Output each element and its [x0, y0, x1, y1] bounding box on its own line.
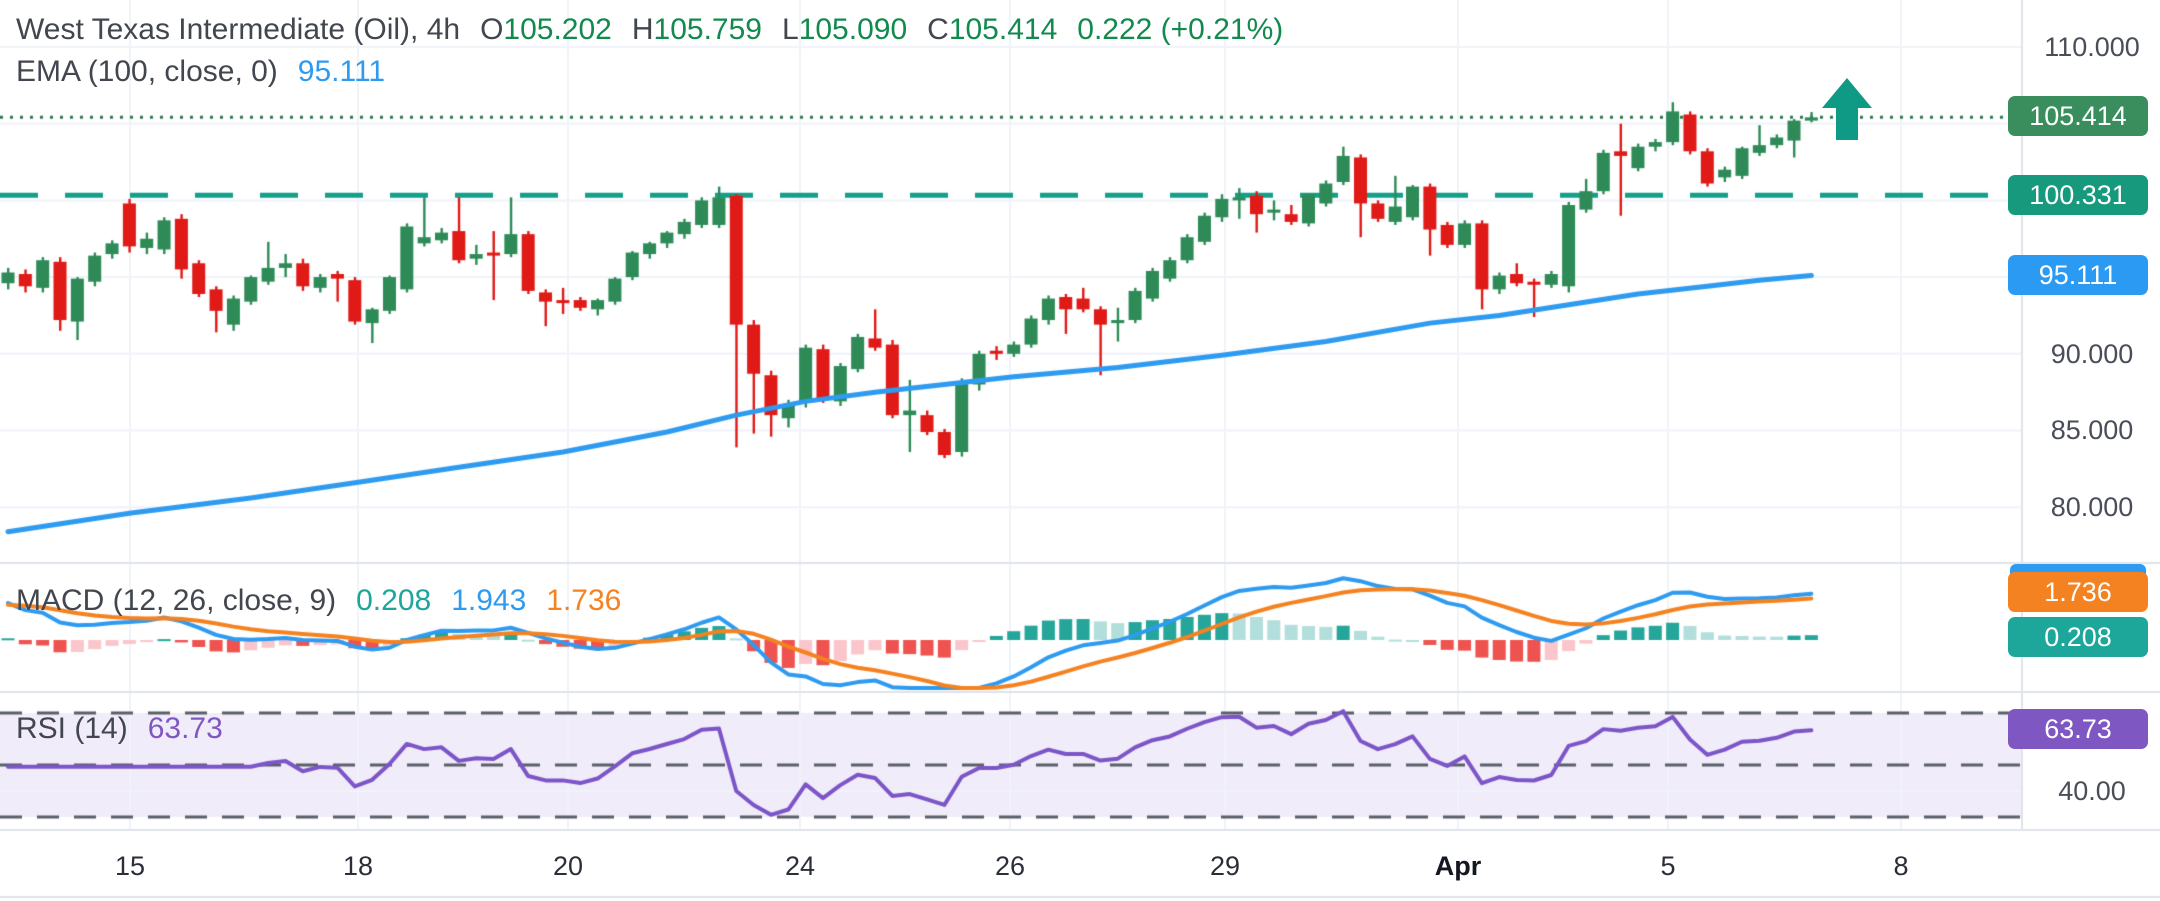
time-label: 29 — [1209, 851, 1241, 881]
price-axis-label: 90.000 — [2050, 339, 2134, 369]
time-label: 5 — [1660, 851, 1676, 881]
ema-value: 95.111 — [297, 55, 386, 88]
ohlc-close: C105.414 — [927, 13, 1058, 46]
price-axis-label: 110.000 — [2044, 32, 2140, 62]
macd-hist-value: 0.208 — [356, 584, 432, 617]
ema-value-badge: 95.111 — [2008, 255, 2148, 295]
rsi-legend-row[interactable]: RSI (14) 63.73 — [16, 712, 223, 746]
time-label: 8 — [1893, 851, 1909, 881]
ema-label: EMA (100, close, 0) — [16, 55, 278, 88]
rsi-value: 63.73 — [147, 712, 223, 745]
up-arrow-icon — [1822, 78, 1872, 140]
price-change: 0.222 (+0.21%) — [1077, 13, 1284, 46]
rsi-label: RSI (14) — [16, 712, 128, 745]
time-label: 26 — [994, 851, 1026, 881]
ohlc-open: O105.202 — [480, 13, 612, 46]
rsi-value-badge: 63.73 — [2008, 709, 2148, 749]
level-line-badge: 100.331 — [2008, 175, 2148, 215]
macd-line-value: 1.943 — [451, 584, 527, 617]
price-axis-label: 85.000 — [2050, 415, 2134, 445]
rsi-axis-label: 40.00 — [2058, 776, 2126, 806]
price-axis-label: 80.000 — [2050, 492, 2134, 522]
time-label: 24 — [784, 851, 816, 881]
time-label: 18 — [342, 851, 374, 881]
macd-label: MACD (12, 26, close, 9) — [16, 584, 337, 617]
time-label: 20 — [552, 851, 584, 881]
macd-signal-value: 1.736 — [546, 584, 622, 617]
time-label-month: Apr — [1434, 851, 1482, 881]
ema-legend-row[interactable]: EMA (100, close, 0) 95.111 — [16, 55, 385, 89]
ohlc-high: H105.759 — [631, 13, 762, 46]
symbol-legend-row[interactable]: West Texas Intermediate (Oil), 4h O105.2… — [16, 13, 1283, 47]
macd-legend-row[interactable]: MACD (12, 26, close, 9) 0.208 1.943 1.73… — [16, 584, 621, 618]
symbol-title: West Texas Intermediate (Oil), 4h — [16, 13, 461, 46]
ohlc-low: L105.090 — [782, 13, 908, 46]
macd-signal-badge: 1.736 — [2008, 572, 2148, 612]
time-label: 15 — [114, 851, 146, 881]
up-arrow-marker[interactable] — [1822, 78, 1872, 145]
last-price-badge: 105.414 — [2008, 96, 2148, 136]
macd-hist-badge: 0.208 — [2008, 617, 2148, 657]
